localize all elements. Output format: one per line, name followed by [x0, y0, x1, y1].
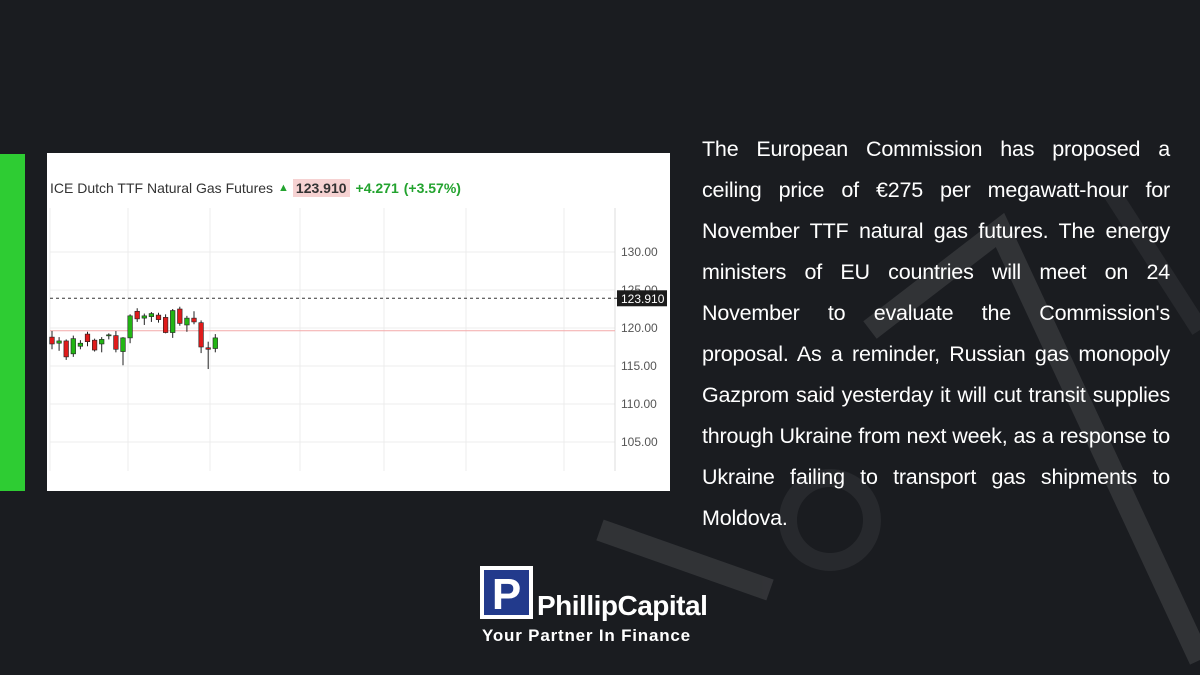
phillipcapital-logo: P PhillipCapital Your Partner In Finance: [480, 566, 725, 650]
candle-body: [184, 317, 190, 326]
y-tick-label: 105.00: [621, 435, 658, 449]
candle-body: [49, 336, 55, 345]
price-chart: 105.00 110.00 115.00 120.00 125.00 130.00 123.…: [47, 153, 670, 491]
candle-body: [127, 315, 133, 339]
candle-body: [77, 342, 84, 347]
chart-header: ICE Dutch TTF Natural Gas Futures ▲ 123.…: [50, 178, 461, 198]
candle-body: [177, 308, 183, 324]
candle-body: [163, 317, 169, 333]
candle-body: [99, 339, 105, 345]
green-accent-bar: [0, 154, 25, 491]
candle-body: [134, 310, 140, 320]
candle-body: [91, 339, 98, 351]
y-tick-label: 115.00: [621, 359, 657, 373]
candle-body: [205, 347, 211, 350]
last-price-badge: 123.910: [292, 179, 350, 197]
article-text: The European Commission has proposed a c…: [702, 137, 1170, 530]
candle-body: [148, 313, 154, 317]
candle-body: [113, 335, 119, 350]
candle-body: [212, 337, 218, 349]
y-tick-label: 120.00: [621, 321, 658, 335]
last-price-label-bg: [617, 290, 667, 307]
candle-body: [191, 317, 197, 323]
candle-body: [106, 334, 112, 337]
chart-canvas: 105.00110.00115.00120.00125.00130.00123.…: [49, 208, 667, 471]
chart-title: ICE Dutch TTF Natural Gas Futures: [50, 180, 274, 196]
candle-body: [70, 338, 76, 355]
logo-tagline: Your Partner In Finance: [482, 626, 691, 645]
logo-mark-icon: P: [480, 566, 533, 619]
logo-letter: P: [492, 570, 521, 619]
candle-body: [120, 337, 126, 352]
last-price-label: 123.910: [621, 292, 665, 306]
y-tick-label: 130.00: [621, 245, 658, 259]
up-arrow-icon: ▲: [278, 182, 289, 194]
candle-body: [170, 310, 176, 333]
y-tick-label: 110.00: [621, 397, 657, 411]
candle-body: [155, 314, 162, 320]
price-change-percent: (+3.57%): [403, 180, 461, 196]
logo-name: PhillipCapital: [537, 590, 708, 621]
candle-body: [56, 340, 62, 344]
candle-body: [141, 315, 147, 319]
candle-body: [84, 333, 91, 342]
candle-body: [198, 322, 204, 348]
price-change: +4.271: [355, 180, 399, 196]
candle-body: [63, 340, 69, 358]
